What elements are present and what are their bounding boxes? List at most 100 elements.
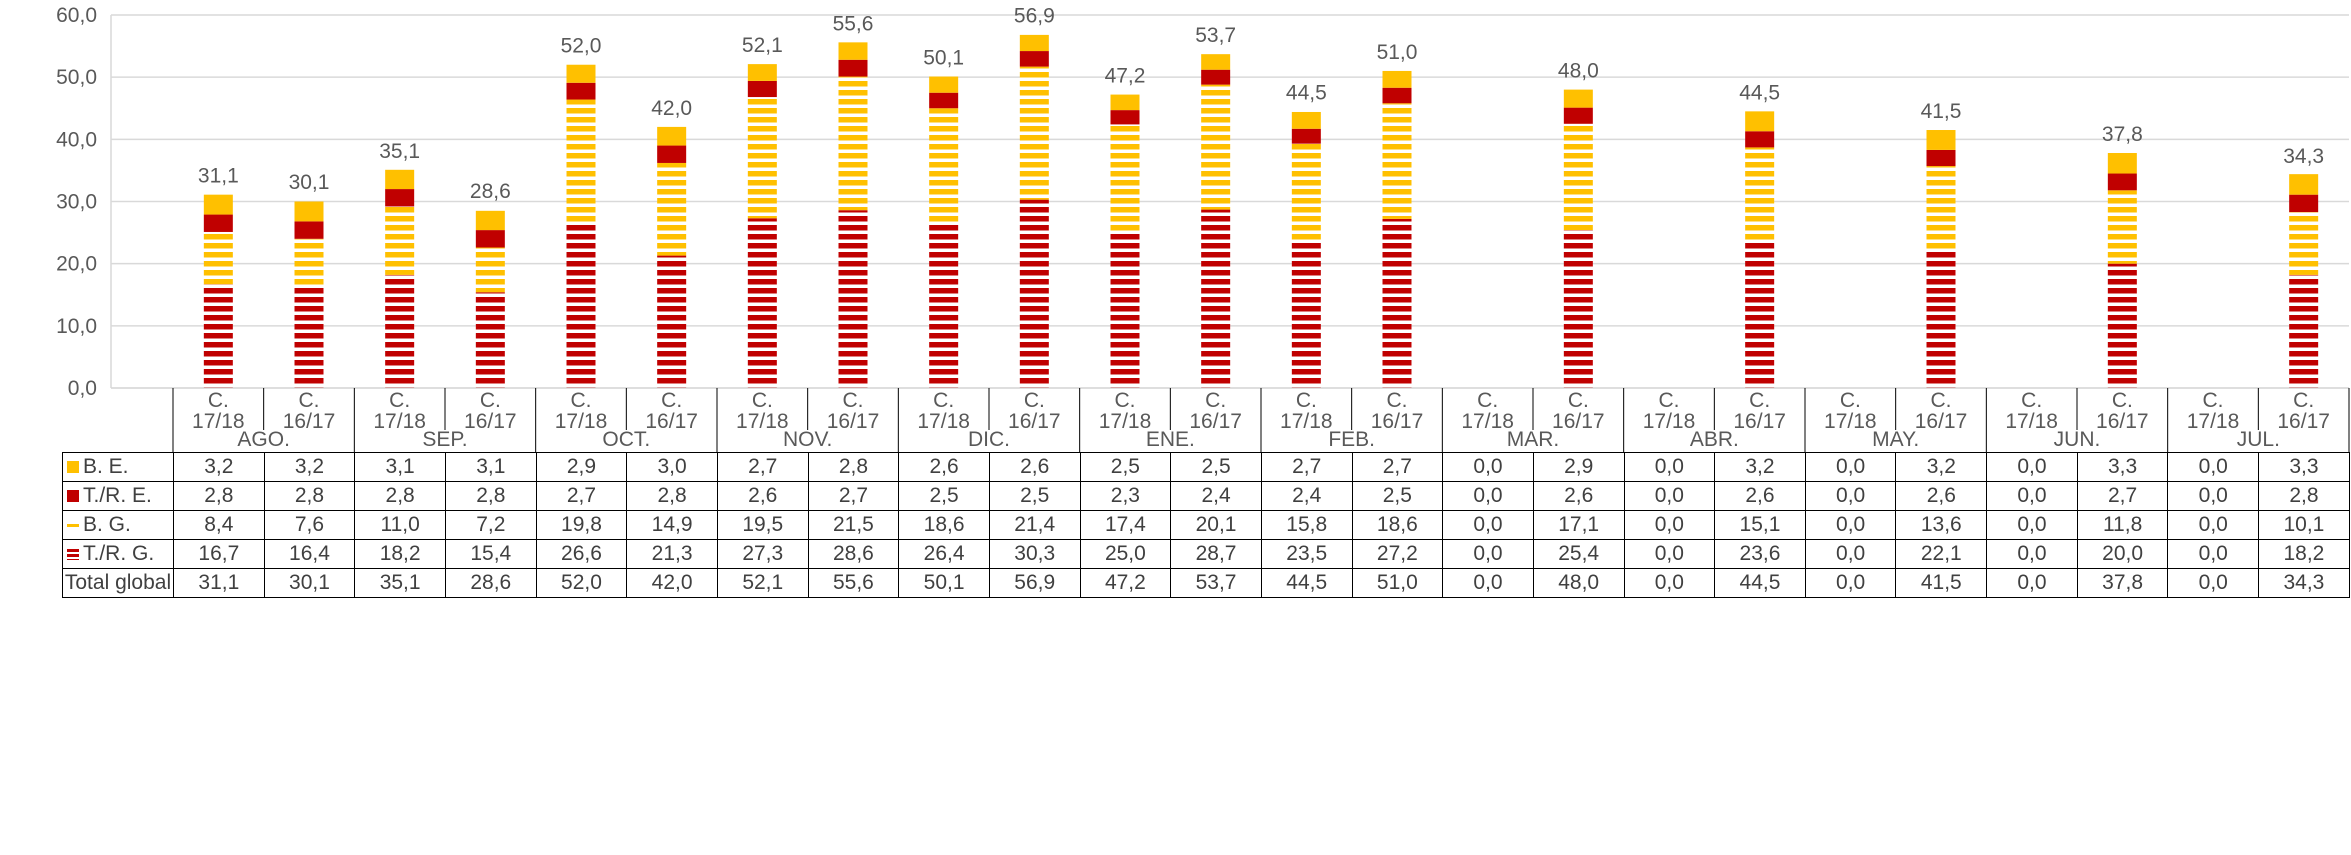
series-name: B. G. <box>83 513 131 536</box>
x-tick-label: 16/17 <box>1733 410 1786 433</box>
legend-entry: B. E. <box>62 452 174 482</box>
table-cell: 21,4 <box>988 510 1081 540</box>
table-row: B. E. 3,2 3,2 3,1 3,1 2,9 3,0 2,7 2,8 2,6 2,6 2,5 2,… <box>62 452 2350 482</box>
table-cell: 31,1 <box>173 568 265 598</box>
bar-segment-trg <box>2289 274 2319 388</box>
month-label: ENE. <box>1146 428 1195 451</box>
table-cell: 0,0 <box>2167 481 2260 511</box>
bar-segment-bg <box>203 231 233 285</box>
bar-segment-bg <box>566 99 596 223</box>
bar-segment-trg <box>1382 218 1412 388</box>
x-tick-label: 17/18 <box>2187 410 2240 433</box>
table-cell: 55,6 <box>807 568 900 598</box>
x-tick-label: 17/18 <box>192 410 245 433</box>
table-cell: 3,3 <box>2258 452 2350 482</box>
x-tick-label: C. <box>480 389 501 412</box>
bar-segment-trg <box>294 286 324 388</box>
bar-segment-trg <box>1745 241 1775 388</box>
table-cell: 8,4 <box>173 510 265 540</box>
total-label: 44,5 <box>1739 81 1780 104</box>
x-tick-label: 17/18 <box>373 410 426 433</box>
x-tick-label: 16/17 <box>283 410 336 433</box>
bar-segment-be <box>838 42 868 60</box>
x-tick-label: 16/17 <box>827 410 880 433</box>
bar-segment-tre <box>475 230 505 248</box>
bar-segment-be <box>2107 153 2137 174</box>
table-cell: 26,6 <box>535 539 628 569</box>
bar-segment-tre <box>566 82 596 100</box>
table-cell: 0,0 <box>1623 481 1716 511</box>
table-cell: 2,6 <box>1532 481 1625 511</box>
table-row: B. G. 8,4 7,6 11,0 7,2 19,8 14,9 19,5 21,5 18,6 21… <box>62 510 2350 540</box>
table-cell: 52,1 <box>716 568 809 598</box>
total-label: 50,1 <box>923 47 964 70</box>
bar-segment-be <box>1110 94 1140 111</box>
table-cell: 0,0 <box>1804 452 1897 482</box>
table-cell: 2,5 <box>988 481 1081 511</box>
bar-segment-tre <box>1110 110 1140 125</box>
table-cell: 2,7 <box>1351 452 1444 482</box>
table-cell: 0,0 <box>1986 452 2078 482</box>
x-tick-label: C. <box>2021 389 2042 412</box>
total-label: 53,7 <box>1195 24 1236 47</box>
table-cell: 2,5 <box>1079 452 1172 482</box>
legend-swatch <box>67 523 79 527</box>
table-cell: 0,0 <box>2167 568 2260 598</box>
month-label: OCT. <box>602 428 650 451</box>
x-tick-label: 16/17 <box>1371 410 1424 433</box>
table-cell: 0,0 <box>1623 510 1716 540</box>
x-tick-label: 17/18 <box>917 410 970 433</box>
total-label: 52,0 <box>561 35 602 58</box>
table-cell: 37,8 <box>2076 568 2169 598</box>
table-cell: 16,4 <box>263 539 356 569</box>
table-cell: 0,0 <box>2167 510 2260 540</box>
bar-segment-bg <box>1110 124 1140 233</box>
y-tick-label: 20,0 <box>56 253 97 276</box>
table-cell: 2,6 <box>716 481 809 511</box>
x-tick-label: C. <box>843 389 864 412</box>
x-tick-label: C. <box>571 389 592 412</box>
table-cell: 18,2 <box>2258 539 2350 569</box>
table-cell: 42,0 <box>626 568 718 598</box>
bars <box>111 34 2349 389</box>
table-row: Total global 31,1 30,1 35,1 28,6 52,0 42,0 52,1… <box>62 568 2350 598</box>
month-label: SEP. <box>422 428 467 451</box>
month-label: MAR. <box>1507 428 1560 451</box>
table-cell: 2,8 <box>444 481 537 511</box>
table-cell: 48,0 <box>1532 568 1625 598</box>
bar-segment-be <box>1019 34 1049 52</box>
table-cell: 3,1 <box>444 452 537 482</box>
x-tick-label: 17/18 <box>2005 410 2058 433</box>
bar-segment-bg <box>1563 123 1593 231</box>
table-cell: 30,1 <box>263 568 356 598</box>
table-cell: 2,7 <box>535 481 628 511</box>
table-cell: 18,6 <box>1351 510 1444 540</box>
x-tick-label: C. <box>1931 389 1952 412</box>
table-row: T./R. E. 2,8 2,8 2,8 2,8 2,7 2,8 2,6 2,7 2,5 2,5 2,… <box>62 481 2350 511</box>
bar-segment-be <box>1291 111 1321 129</box>
table-cell: 28,6 <box>807 539 900 569</box>
x-tick-label: C. <box>1205 389 1226 412</box>
bar-segment-be <box>1563 89 1593 108</box>
table-cell: 11,0 <box>354 510 446 540</box>
table-cell: 7,2 <box>444 510 537 540</box>
x-tick-label: 16/17 <box>1915 410 1968 433</box>
table-cell: 18,6 <box>898 510 990 540</box>
legend-swatch <box>67 548 79 560</box>
x-tick-label: 17/18 <box>1824 410 1877 433</box>
legend-entry: B. G. <box>62 510 174 540</box>
series-name: B. E. <box>83 455 129 478</box>
bar-segment-trg <box>1201 209 1231 388</box>
table-cell: 7,6 <box>263 510 356 540</box>
table-cell: 2,4 <box>1170 481 1262 511</box>
table-cell: 51,0 <box>1351 568 1444 598</box>
legend-swatch <box>67 461 79 474</box>
x-tick-label: C. <box>752 389 773 412</box>
table-row: T./R. G. 16,7 16,4 18,2 15,4 26,6 21,3 27,3 28,6… <box>62 539 2350 569</box>
table-cell: 17,1 <box>1532 510 1625 540</box>
table-cell: 2,9 <box>1532 452 1625 482</box>
x-tick-label: C. <box>933 389 954 412</box>
bar-segment-trg <box>1110 232 1140 388</box>
series-name: T./R. E. <box>83 484 152 507</box>
y-tick-label: 0,0 <box>68 377 97 400</box>
